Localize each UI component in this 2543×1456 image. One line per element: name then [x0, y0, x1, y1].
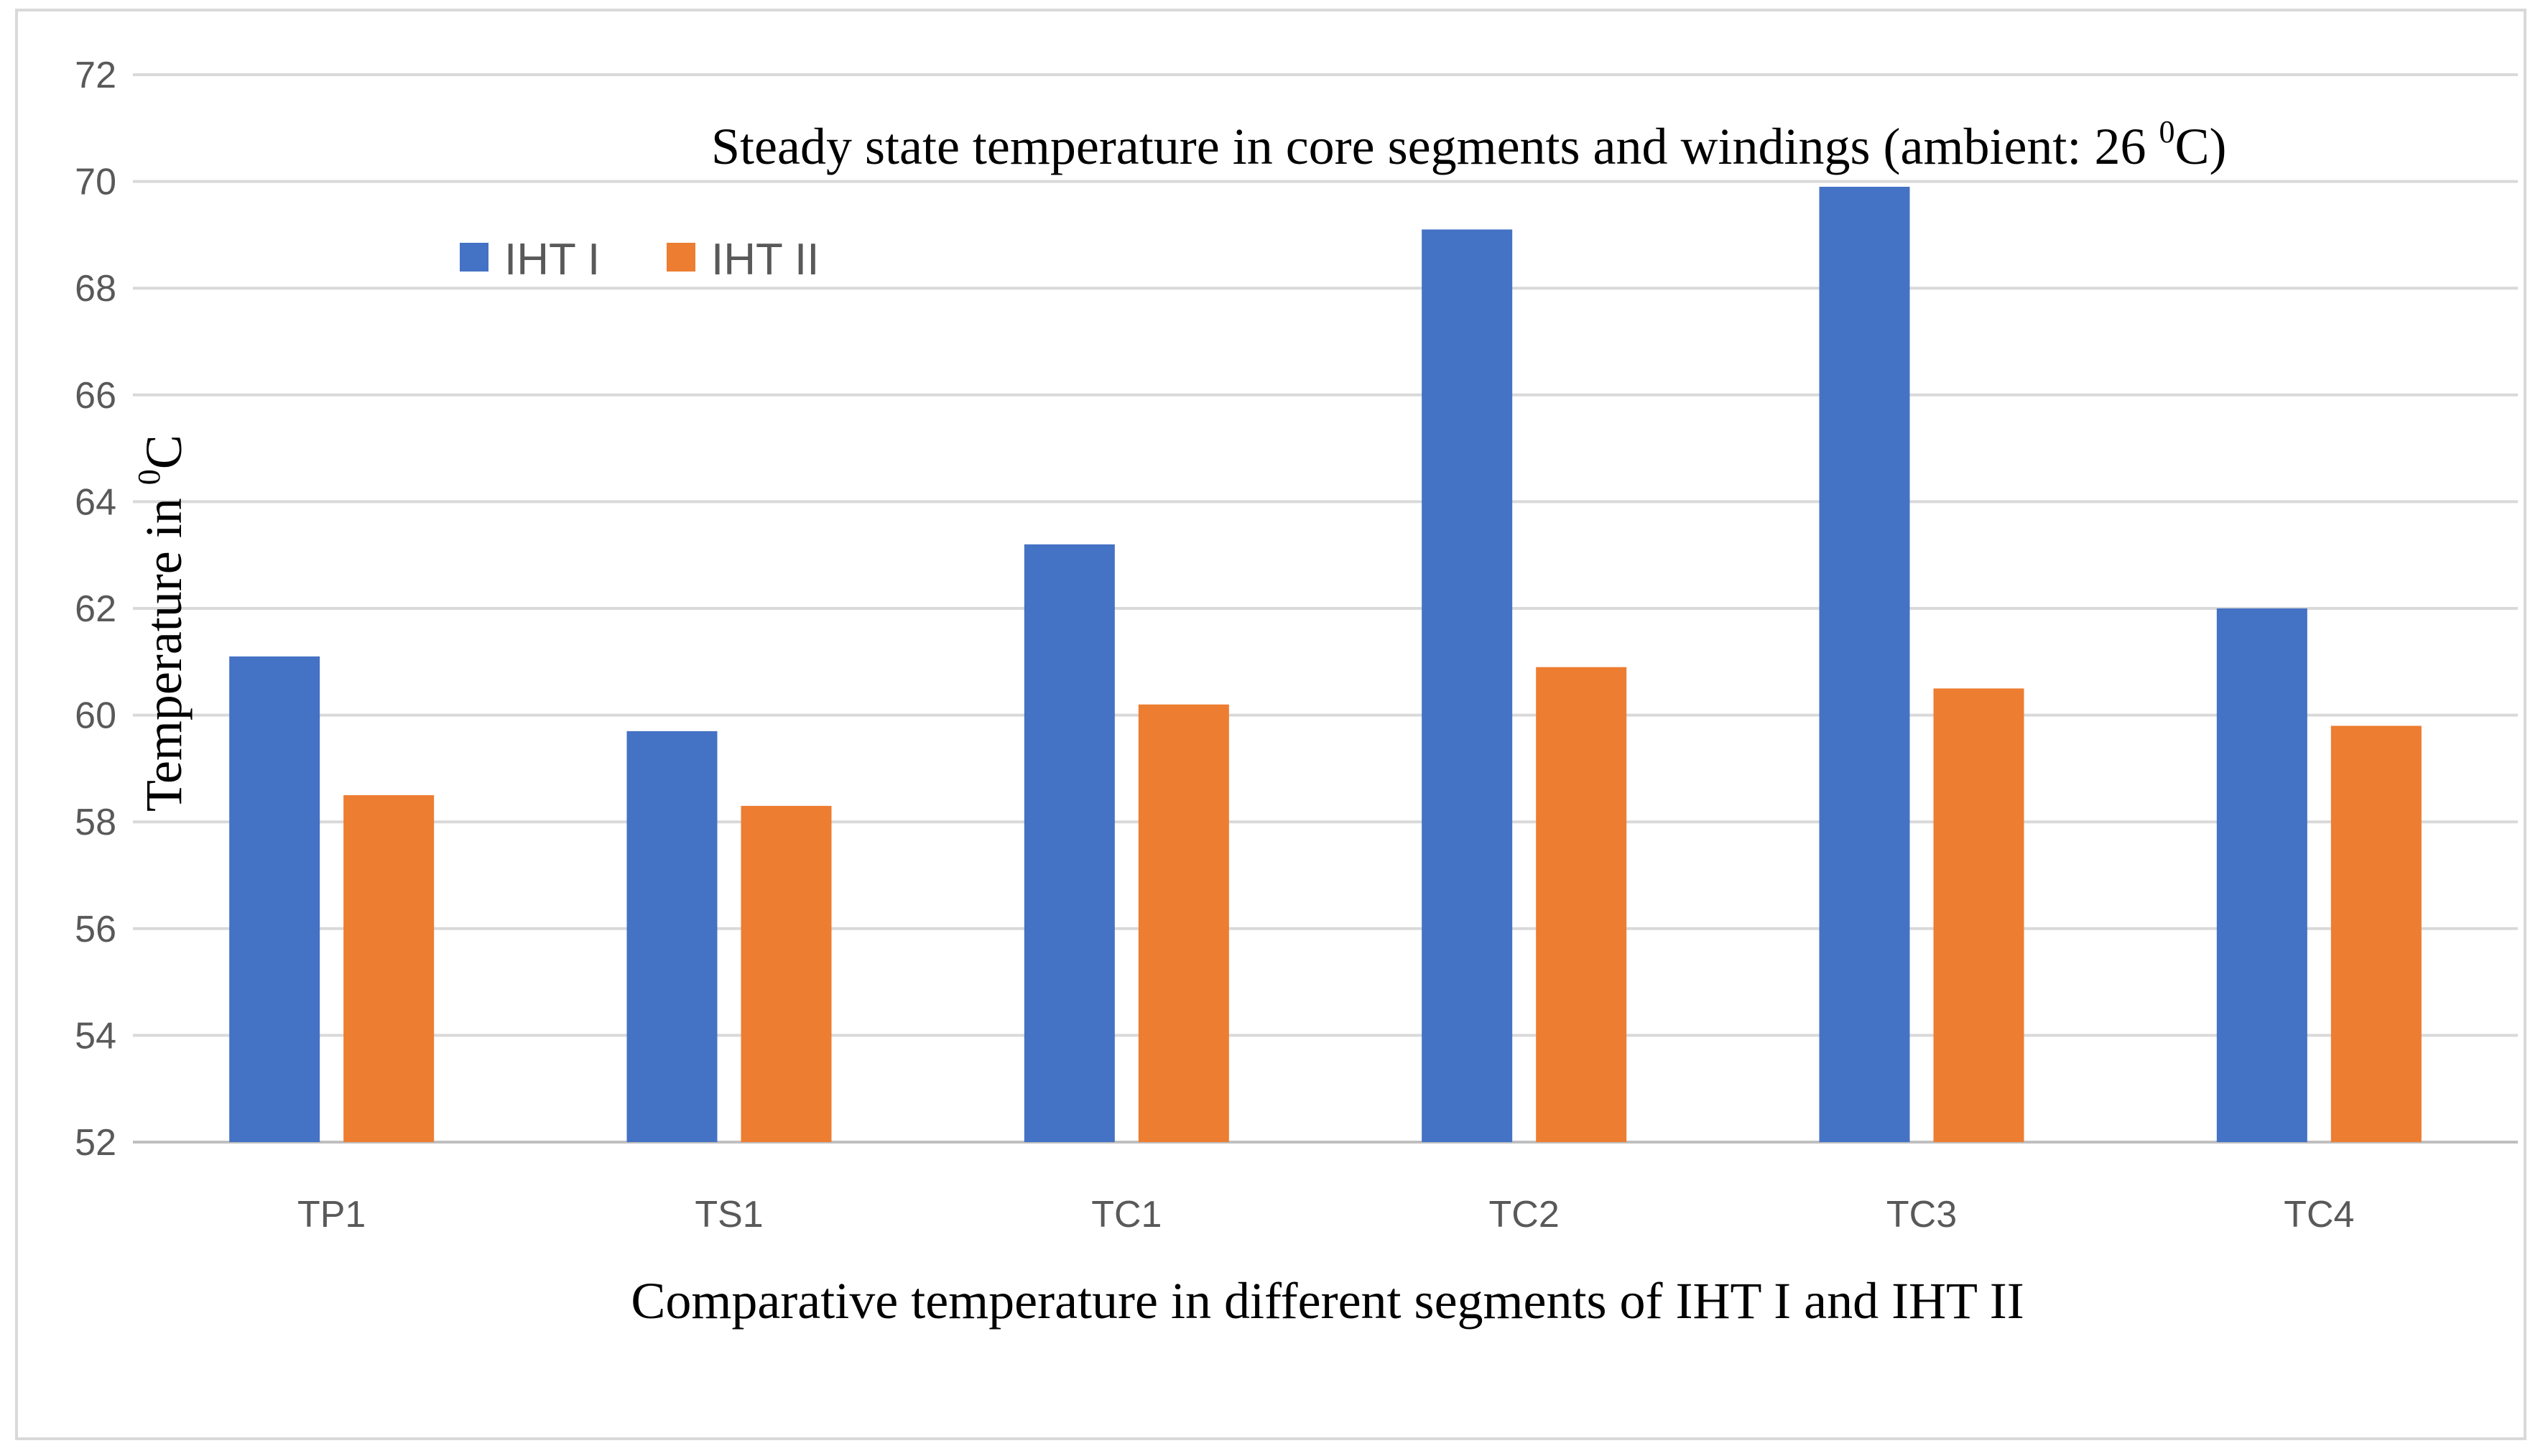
bar-iht-ii-tc1 — [1138, 704, 1229, 1142]
x-tick-labels: TP1 TS1 TC1 TC2 TC3 TC4 — [297, 1194, 2354, 1235]
y-tick-label: 58 — [75, 802, 116, 843]
y-tick-label: 60 — [75, 695, 116, 737]
bar-iht-i-tc3 — [1819, 187, 1910, 1142]
bar-iht-i-tc4 — [2216, 608, 2307, 1142]
x-axis-title: Comparative temperature in different seg… — [631, 1272, 2024, 1330]
x-tick-label: TC4 — [2284, 1194, 2354, 1235]
bars — [229, 187, 2422, 1143]
x-tick-label: TP1 — [297, 1194, 366, 1235]
bar-iht-i-tp1 — [229, 656, 320, 1142]
bar-iht-ii-tp1 — [343, 795, 435, 1142]
legend-label-iht-i: IHT I — [504, 235, 600, 284]
bar-iht-i-ts1 — [626, 731, 718, 1142]
y-tick-label: 66 — [75, 375, 116, 417]
y-tick-label: 62 — [75, 588, 116, 630]
x-tick-label: TC1 — [1091, 1194, 1162, 1235]
bar-iht-i-tc1 — [1024, 544, 1115, 1142]
y-tick-label: 52 — [75, 1122, 116, 1164]
y-tick-label: 54 — [75, 1015, 116, 1057]
y-tick-label: 68 — [75, 268, 116, 310]
legend-swatch-iht-ii — [667, 243, 695, 272]
bar-iht-i-tc2 — [1422, 229, 1513, 1143]
x-tick-label: TS1 — [695, 1194, 763, 1235]
gridlines — [133, 73, 2518, 1144]
bar-iht-ii-ts1 — [741, 805, 832, 1142]
legend: IHT I IHT II — [460, 235, 819, 284]
y-tick-labels: 52 54 56 58 60 62 64 66 68 70 72 — [75, 55, 116, 1164]
bar-iht-ii-tc2 — [1536, 667, 1627, 1142]
chart-title: Steady state temperature in core segment… — [711, 114, 2226, 175]
bar-iht-ii-tc4 — [2330, 725, 2422, 1142]
bar-iht-ii-tc3 — [1933, 688, 2024, 1142]
y-tick-label: 70 — [75, 162, 116, 203]
legend-label-iht-ii: IHT II — [711, 235, 819, 284]
y-tick-label: 56 — [75, 909, 116, 950]
legend-swatch-iht-i — [460, 243, 488, 272]
x-tick-label: TC3 — [1886, 1194, 1957, 1235]
y-tick-label: 64 — [75, 481, 116, 523]
y-tick-label: 72 — [75, 55, 116, 96]
y-axis-title: Temperature in 0C — [131, 435, 193, 812]
chart-frame — [15, 9, 2526, 1440]
x-tick-label: TC2 — [1489, 1194, 1560, 1235]
